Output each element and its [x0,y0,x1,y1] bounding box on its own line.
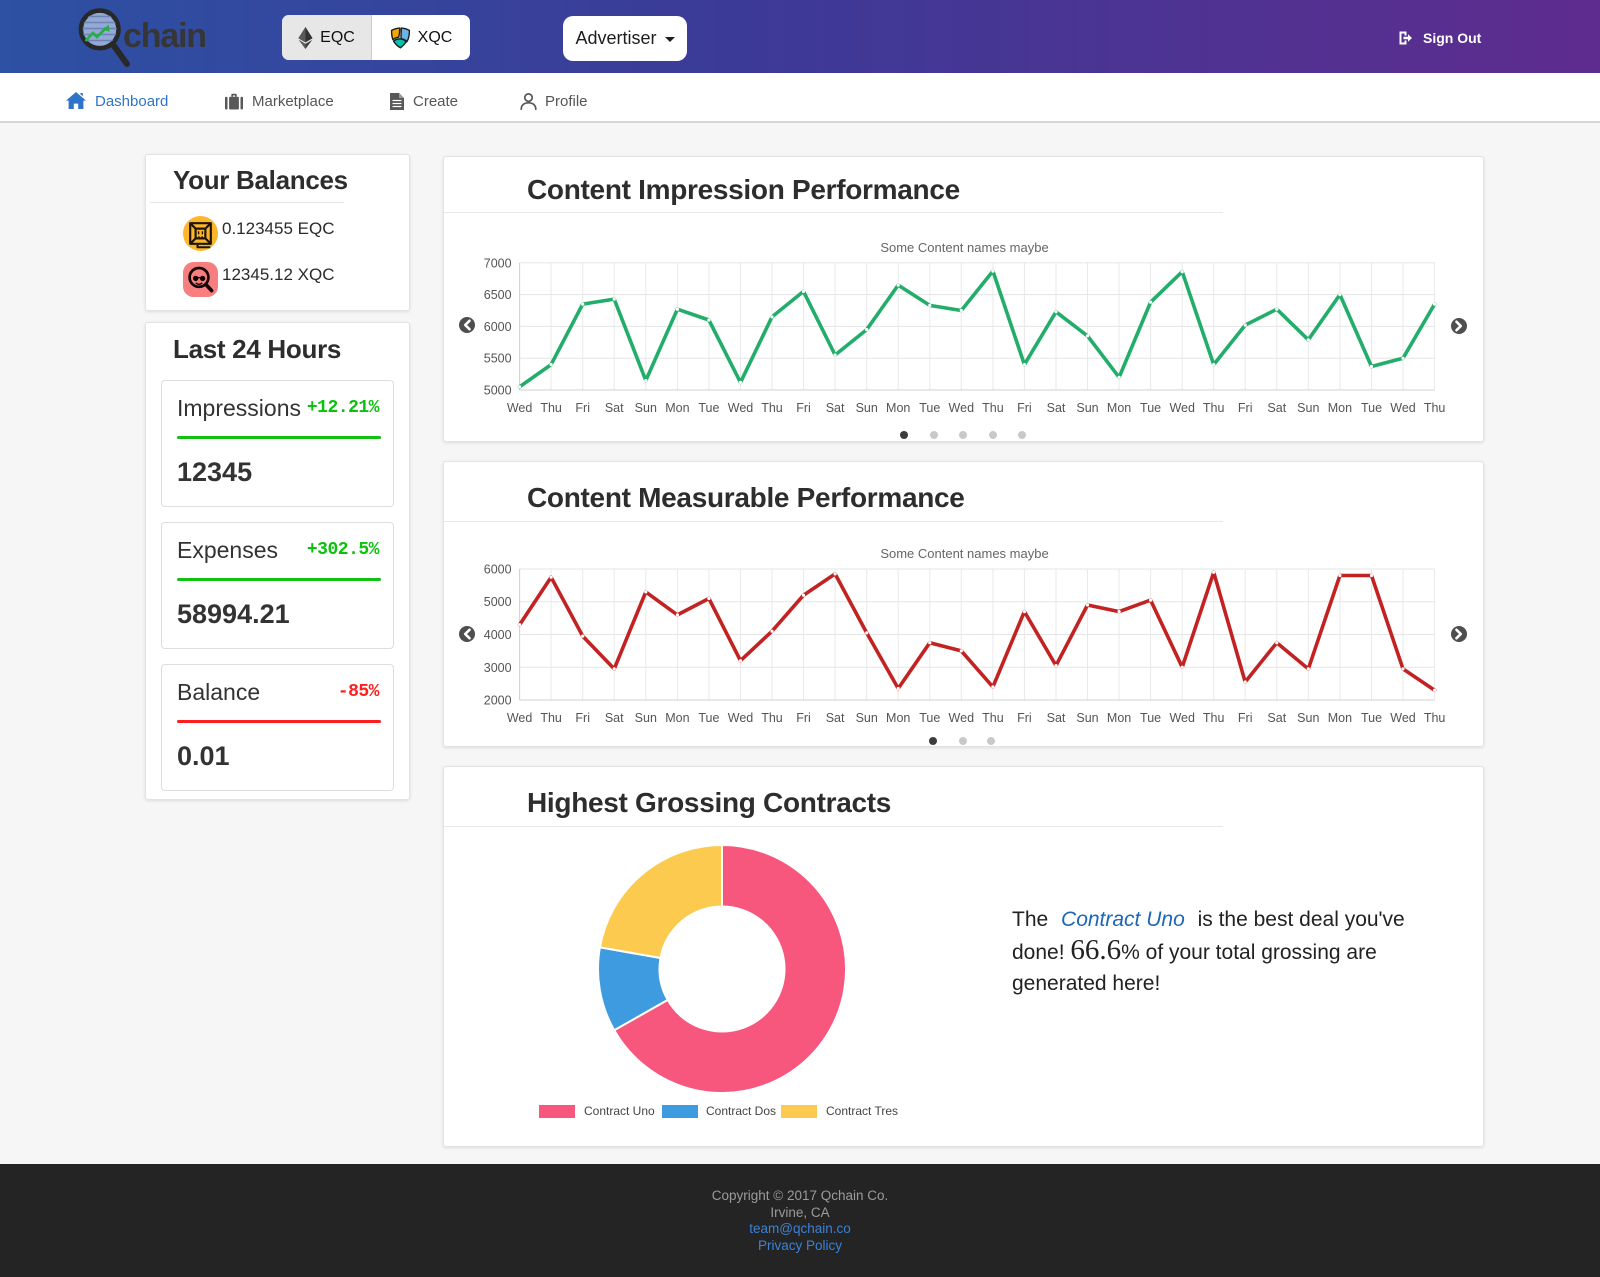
svg-text:Mon: Mon [886,711,910,725]
svg-text:Mon: Mon [1328,711,1352,725]
svg-text:Thu: Thu [982,711,1004,725]
svg-text:Fri: Fri [1238,711,1253,725]
svg-text:Tue: Tue [1140,401,1161,415]
svg-text:7000: 7000 [484,256,512,270]
svg-text:2000: 2000 [484,694,512,708]
svg-text:Wed: Wed [949,711,975,725]
svg-text:Fri: Fri [1017,711,1032,725]
svg-text:Wed: Wed [728,401,754,415]
svg-text:Sun: Sun [856,401,878,415]
svg-text:Wed: Wed [1169,401,1195,415]
svg-text:3000: 3000 [484,661,512,675]
svg-text:Wed: Wed [507,711,533,725]
svg-text:Thu: Thu [761,401,783,415]
svg-text:Thu: Thu [540,401,562,415]
svg-text:Thu: Thu [1424,401,1446,415]
svg-text:5000: 5000 [484,595,512,609]
svg-text:Wed: Wed [728,711,754,725]
svg-text:Thu: Thu [1424,711,1446,725]
svg-text:Tue: Tue [1140,711,1161,725]
svg-text:4000: 4000 [484,628,512,642]
svg-text:Sun: Sun [1297,711,1319,725]
svg-text:Mon: Mon [886,401,910,415]
svg-text:Sat: Sat [1047,711,1066,725]
svg-text:Wed: Wed [1390,401,1416,415]
svg-text:Sun: Sun [856,711,878,725]
svg-text:Sat: Sat [1267,711,1286,725]
svg-text:Sun: Sun [1297,401,1319,415]
svg-text:Thu: Thu [1203,401,1225,415]
svg-text:Tue: Tue [1361,711,1382,725]
svg-text:Sat: Sat [1047,401,1066,415]
svg-text:Fri: Fri [575,401,590,415]
svg-text:Mon: Mon [665,711,689,725]
svg-text:Wed: Wed [1390,711,1416,725]
svg-text:Wed: Wed [507,401,533,415]
svg-text:Tue: Tue [698,711,719,725]
svg-text:Sat: Sat [1267,401,1286,415]
svg-text:Thu: Thu [1203,711,1225,725]
svg-text:Sat: Sat [826,401,845,415]
svg-text:Thu: Thu [982,401,1004,415]
svg-text:Sun: Sun [1076,711,1098,725]
svg-text:Sun: Sun [1076,401,1098,415]
svg-text:Wed: Wed [1169,711,1195,725]
svg-text:Wed: Wed [949,401,975,415]
svg-text:Tue: Tue [1361,401,1382,415]
svg-text:Tue: Tue [919,711,940,725]
svg-text:Fri: Fri [1017,401,1032,415]
svg-text:Sun: Sun [635,401,657,415]
svg-text:Fri: Fri [796,711,811,725]
svg-text:Fri: Fri [1238,401,1253,415]
svg-text:Mon: Mon [665,401,689,415]
svg-text:Fri: Fri [575,711,590,725]
svg-text:Mon: Mon [1107,401,1131,415]
svg-text:Tue: Tue [919,401,940,415]
svg-text:Fri: Fri [796,401,811,415]
svg-text:Thu: Thu [761,711,783,725]
svg-text:Sat: Sat [826,711,845,725]
svg-text:5500: 5500 [484,352,512,366]
svg-text:6000: 6000 [484,320,512,334]
svg-text:Thu: Thu [540,711,562,725]
svg-text:Mon: Mon [1107,711,1131,725]
svg-text:Sat: Sat [605,401,624,415]
svg-text:Tue: Tue [698,401,719,415]
svg-text:Mon: Mon [1328,401,1352,415]
svg-text:5000: 5000 [484,384,512,398]
svg-text:6000: 6000 [484,563,512,577]
svg-text:Sun: Sun [635,711,657,725]
svg-text:6500: 6500 [484,288,512,302]
svg-text:Sat: Sat [605,711,624,725]
